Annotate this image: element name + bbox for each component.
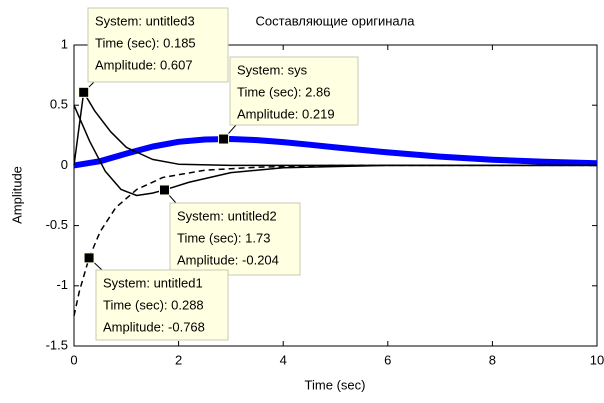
chart-title: Составляющие оригинала (256, 13, 416, 28)
datatip-text: Time (sec): 0.288 (103, 297, 204, 312)
x-tick-label: 0 (70, 352, 77, 367)
series-line (73, 136, 598, 169)
y-tick-label: 1 (61, 36, 68, 51)
datatip-box (95, 269, 229, 341)
x-tick-label: 6 (384, 352, 391, 367)
x-tick-label: 4 (280, 352, 287, 367)
datatip-box (87, 7, 229, 83)
datatip-box (169, 202, 301, 276)
y-axis-label: Amplitude (9, 166, 24, 224)
datatip-text: Amplitude: 0.219 (237, 106, 335, 121)
y-tick-label: 0 (61, 157, 68, 172)
datatip-text: System: sys (237, 62, 308, 77)
datatip-text: Time (sec): 1.73 (177, 230, 270, 245)
x-tick-label: 10 (590, 352, 604, 367)
y-tick-label: -0.5 (46, 217, 68, 232)
datatip-text: Time (sec): 2.86 (237, 84, 330, 99)
y-tick-label: -1.5 (46, 337, 68, 352)
datatip-marker (158, 184, 170, 196)
datatip-text: System: untitled3 (95, 13, 195, 28)
series-line (73, 104, 597, 197)
y-tick-label: 0.5 (50, 97, 68, 112)
datatip-marker (218, 133, 230, 145)
datatip-marker (78, 86, 90, 98)
x-axis-label: Time (sec) (305, 377, 366, 392)
datatip-text: Amplitude: -0.768 (103, 319, 205, 334)
x-tick-label: 8 (489, 352, 496, 367)
datatip-text: System: untitled2 (177, 208, 277, 223)
datatip-text: Amplitude: 0.607 (95, 57, 193, 72)
datatip-text: Time (sec): 0.185 (95, 35, 196, 50)
datatip-box (229, 56, 359, 126)
datatip-marker (83, 252, 95, 264)
series-line (73, 91, 597, 167)
y-tick-label: -1 (56, 277, 68, 292)
datatip-text: System: untitled1 (103, 275, 203, 290)
x-tick-label: 2 (175, 352, 182, 367)
datatip-text: Amplitude: -0.204 (177, 252, 279, 267)
